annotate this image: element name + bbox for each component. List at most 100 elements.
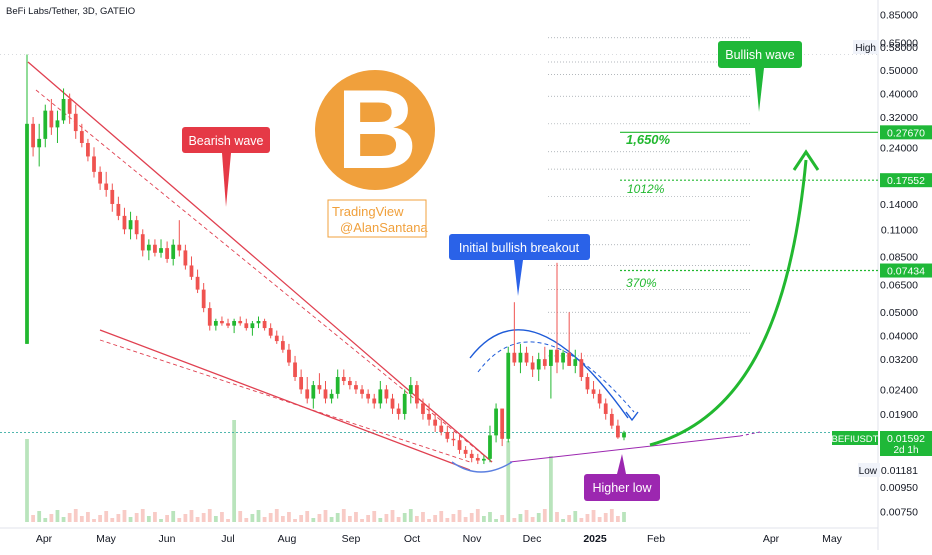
volume-bar [506,441,511,522]
candle-body [445,432,450,439]
price-tick-label: 0.11000 [881,224,918,236]
candle-body [159,248,163,253]
bearish-callout[interactable]: Bearish wave [182,127,270,207]
volume-bar [128,517,133,522]
breakout-callout-text: Initial bullish breakout [459,241,580,255]
price-tick-label: 0.65000 [880,38,918,50]
volume-bar [341,509,346,522]
candle-body [506,352,511,439]
target-badges: 0.27670 0.17552 0.07434 [880,125,932,278]
candle-body [104,183,109,190]
volume-bar [518,514,523,522]
candle-body [475,457,480,461]
volume-bar [189,510,194,522]
lower-support-dashed [99,339,471,463]
candle-body [433,419,438,426]
watermark-line1: TradingView [332,204,404,219]
watermark-box [327,199,427,238]
volume-bar [475,509,480,522]
volume-bar [439,511,444,522]
candle-body [597,393,602,404]
candle-body [555,349,559,363]
higher-low-box [584,474,660,501]
candle-body [323,389,328,399]
candle-body [421,403,425,414]
candle-body [451,438,456,441]
candle-body [573,359,578,366]
volume-bar [287,512,291,522]
candle-body [146,244,151,251]
time-tick-label: Dec [523,533,542,545]
time-tick-label: Apr [36,533,53,545]
volume-bar [207,509,212,522]
volume-bar [171,511,176,522]
candle-body [201,289,206,309]
volume-bar [445,518,450,522]
candle-body [335,377,340,394]
volume-bar [457,510,462,522]
candle-body [207,308,212,326]
candle-body [329,393,334,399]
volume-bar [159,519,163,522]
candles [25,54,626,465]
candle-body [49,110,54,128]
candle-body [536,359,541,370]
volume-bar [25,439,29,522]
candle-body [317,385,322,390]
time-axis[interactable]: Apr May Jun Jul Aug Sep Oct Nov Dec 2025 Feb Apr May [36,533,843,545]
candle-body [341,377,346,381]
candle-body [43,110,48,139]
plot-area[interactable] [0,0,878,550]
candle-body [238,320,243,324]
volume-bar [542,509,547,522]
volume-bar [585,514,590,522]
volume-bar [622,512,626,522]
watermark: TradingView @AlanSantana [327,199,428,238]
candle-body [189,265,194,277]
bottom-arc [451,461,513,473]
upper-resistance-line[interactable] [27,61,493,463]
candle-body [280,341,285,350]
candle-body [561,352,565,363]
volume-bar [524,510,529,522]
candle-body [37,138,42,148]
volume-bar [451,514,456,522]
volume-bar [347,516,352,522]
high-label: High [855,43,876,54]
volume-bar [536,513,541,522]
candle-body [153,244,157,253]
candle-body [262,320,267,329]
lower-support-line[interactable] [99,329,471,471]
volume-bar [153,512,157,522]
volume-bar [43,518,48,522]
volume-bar [165,515,170,522]
breakout-callout[interactable]: Initial bullish breakout [449,234,590,296]
candle-body [287,349,291,363]
price-axis[interactable]: 0.85000 0.65000 0.50000 0.40000 0.32000 0.240… [880,9,918,518]
volume-bar [238,511,243,522]
bullish-arrow-head [792,149,820,171]
volume-bar [366,515,371,522]
volume-bar [49,514,54,522]
bullish-callout[interactable]: Bullish wave [718,41,802,112]
volume-bar [378,518,383,522]
time-tick-label: May [96,533,117,545]
pct-1650-label: 1,650% [626,132,671,147]
logo-circle [315,70,435,190]
candle-body [165,248,170,259]
target-2-badge [880,173,932,188]
volume-bar [86,512,90,522]
candle-body [469,453,474,458]
volume-bar [530,517,535,522]
volume-bar [244,518,249,522]
volume-bar [469,513,474,522]
volume-bar [146,516,151,522]
higher-low-callout[interactable]: Higher low [584,454,660,501]
candle-body [549,349,553,366]
low-label: Low [859,466,878,477]
candle-body [591,389,596,394]
high-value: 0.58000 [880,42,918,54]
candle-body [512,352,517,363]
candle-body [128,220,133,230]
rising-support-line[interactable] [509,435,741,463]
